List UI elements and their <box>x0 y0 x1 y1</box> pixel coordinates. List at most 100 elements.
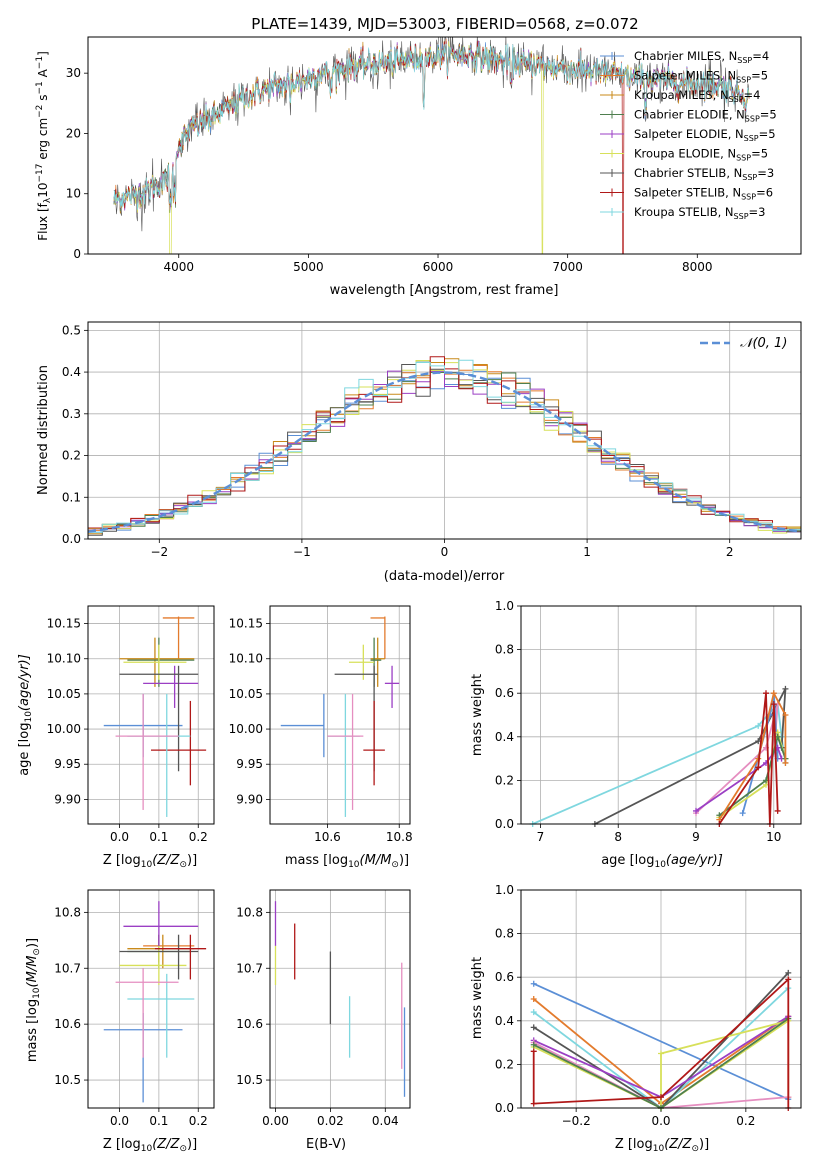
x-tick-label: 0.0 <box>110 1114 129 1128</box>
weight-line-pink <box>533 1041 789 1108</box>
mass-vs-metallicity-panel: 0.0 0.1 0.2 10.5 10.6 10.7 10.8 <box>54 889 215 1128</box>
y-tick-label: 10.8 <box>54 905 81 919</box>
y-tick-label: 0.0 <box>495 817 514 831</box>
y-tick-label: 20 <box>66 126 81 140</box>
legend-entry: Kroupa MILES, NSSP=4 <box>634 88 760 104</box>
weight-marker <box>770 701 777 708</box>
y-tick-label: 0.2 <box>62 449 81 463</box>
weight-line-pink <box>695 703 779 814</box>
x-tick-label: 0.00 <box>262 1114 289 1128</box>
x-tick-label: 4000 <box>163 260 194 274</box>
axes-frame <box>87 605 215 825</box>
y-tick-label: 0.2 <box>495 1057 514 1071</box>
y-tick-label: 10.15 <box>229 617 263 631</box>
y-tick-label: 0.2 <box>495 773 514 787</box>
x-tick-label: 10.8 <box>386 830 413 844</box>
y-tick-label: 0.4 <box>495 1014 514 1028</box>
y-tick-label: 10 <box>66 187 81 201</box>
y-tick-label: 10.6 <box>54 1017 81 1031</box>
histogram-kroupa-stelib <box>88 359 801 537</box>
y-tick-label: 10.8 <box>236 905 263 919</box>
y-tick-label: 0.1 <box>62 490 81 504</box>
mass-ebv-xlabel: E(B-V) <box>306 1137 346 1152</box>
x-tick-label: 10 <box>766 830 781 844</box>
x-tick-label: 1 <box>583 545 591 559</box>
x-tick-label: 10.6 <box>314 830 341 844</box>
x-tick-label: 0.2 <box>189 830 208 844</box>
weight-marker <box>763 690 769 697</box>
x-tick-label: 5000 <box>293 260 324 274</box>
x-tick-label: 9 <box>692 830 700 844</box>
y-tick-label: 30 <box>66 66 81 80</box>
y-tick-label: 9.90 <box>236 792 263 806</box>
x-tick-label: −0.2 <box>562 1114 591 1128</box>
x-tick-label: −1 <box>293 545 311 559</box>
residuals-xlabel: (data-model)/error <box>384 569 505 584</box>
legend-entry: Chabrier MILES, NSSP=4 <box>634 49 769 65</box>
y-tick-label: 0.8 <box>495 643 514 657</box>
legend-entry: Salpeter ELODIE, NSSP=5 <box>634 127 776 143</box>
x-tick-label: 0 <box>441 545 449 559</box>
legend-entry: Kroupa ELODIE, NSSP=5 <box>634 147 768 163</box>
axes-frame <box>269 605 411 825</box>
y-tick-label: 10.00 <box>229 722 263 736</box>
x-tick-label: 0.0 <box>110 830 129 844</box>
weight-line-chabrier-miles <box>533 982 789 1101</box>
axes-frame <box>87 321 802 540</box>
x-tick-label: 0.0 <box>651 1114 670 1128</box>
mw-age-ylabel: mass weight <box>470 674 485 756</box>
age-vs-mass-panel: 10.6 10.8 9.90 9.95 10.00 10.05 10.10 10.15 <box>229 605 413 844</box>
age-z-xlabel: Z [log10(Z/Z⊙)] <box>103 853 197 870</box>
y-tick-label: 0 <box>73 247 81 261</box>
mass-weight-vs-age-panel: 7 8 9 10 0.0 0.2 0.4 0.6 0.8 1.0 <box>495 599 802 844</box>
weight-marker <box>530 1048 537 1055</box>
y-tick-label: 10.7 <box>236 961 263 975</box>
weight-marker <box>755 722 762 729</box>
x-tick-label: 0.2 <box>736 1114 755 1128</box>
y-tick-label: 10.7 <box>54 961 81 975</box>
x-tick-label: 0.02 <box>317 1114 344 1128</box>
weight-marker <box>782 685 789 692</box>
spectrum-line-kroupa-stelib <box>113 41 750 210</box>
x-tick-label: 6000 <box>423 260 454 274</box>
mass-z-xlabel: Z [log10(Z/Z⊙)] <box>103 1137 197 1154</box>
y-tick-label: 0.0 <box>62 532 81 546</box>
weight-marker <box>693 807 699 814</box>
weight-marker <box>774 807 781 814</box>
y-tick-label: 10.5 <box>236 1073 263 1087</box>
y-tick-label: 0.6 <box>495 686 514 700</box>
y-tick-label: 9.90 <box>54 792 81 806</box>
x-tick-label: 0.2 <box>189 1114 208 1128</box>
weight-marker <box>530 1024 537 1031</box>
weight-marker <box>658 1094 664 1101</box>
weight-marker <box>785 969 792 976</box>
x-tick-label: 0.04 <box>372 1114 399 1128</box>
mw-age-xlabel: age [log10(age/yr)] <box>601 853 723 870</box>
weight-marker <box>530 1100 537 1107</box>
x-tick-label: 7000 <box>552 260 583 274</box>
legend-entry: Salpeter MILES, NSSP=5 <box>634 69 768 85</box>
age-mass-xlabel: mass [log10(M/M⊙)] <box>285 853 409 870</box>
weight-marker <box>530 996 537 1002</box>
x-tick-label: 0.1 <box>149 830 168 844</box>
mass-weight-vs-metallicity-panel: −0.2 0.0 0.2 0.0 0.2 0.4 0.6 0.8 1.0 <box>495 883 802 1128</box>
weight-marker <box>739 810 746 817</box>
y-tick-label: 10.00 <box>47 722 81 736</box>
weight-marker <box>782 759 789 766</box>
mass-z-ylabel: mass [log10(M/M⊙)] <box>25 938 42 1062</box>
age-vs-metallicity-panel: 0.0 0.1 0.2 9.90 9.95 10.00 10.05 10.10 10.15 <box>47 605 215 844</box>
legend-entry: Chabrier STELIB, NSSP=3 <box>634 166 774 182</box>
axes-frame <box>269 889 411 1109</box>
y-tick-label: 0.4 <box>62 365 81 379</box>
axes-frame <box>87 889 215 1109</box>
weight-line-salpeter-stelib <box>718 693 779 824</box>
weight-line-kroupa-stelib <box>533 987 789 1108</box>
weight-marker <box>530 1009 537 1016</box>
y-tick-label: 9.95 <box>236 757 263 771</box>
figure-title: PLATE=1439, MJD=53003, FIBERID=0568, z=0… <box>251 15 638 33</box>
y-tick-label: 10.05 <box>229 687 263 701</box>
x-tick-label: 7 <box>537 830 545 844</box>
y-tick-label: 1.0 <box>495 599 514 613</box>
weight-marker <box>530 980 537 987</box>
